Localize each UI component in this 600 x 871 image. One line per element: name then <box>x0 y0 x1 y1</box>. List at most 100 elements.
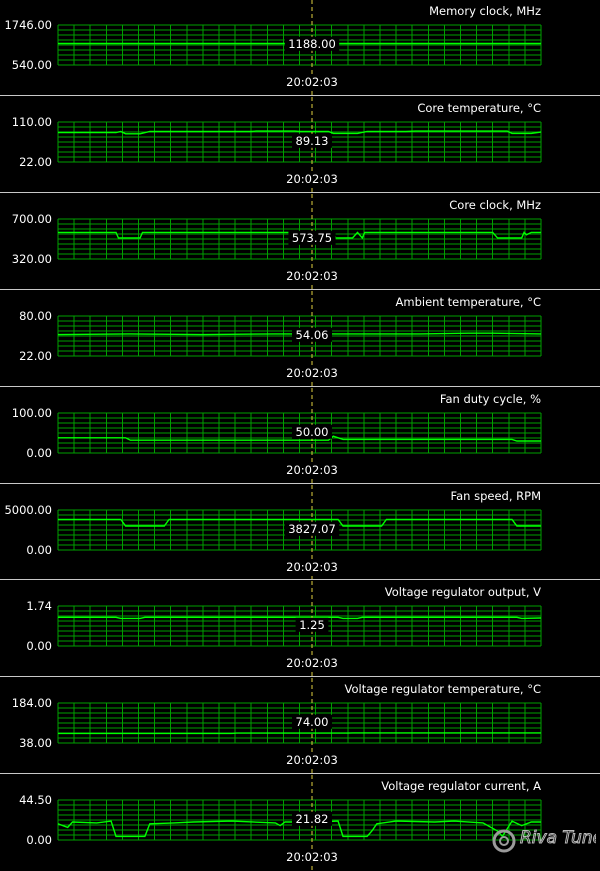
rivatuner-watermark: Riva Tuner <box>492 828 596 853</box>
graph-panel[interactable]: Voltage regulator current, A 44.50 0.00 21.… <box>0 775 600 871</box>
graph-svg: Ambient temperature, °C 80.00 22.00 54.06 20… <box>19 291 542 387</box>
y-min-tick-label: 22.00 <box>19 349 52 363</box>
y-min-tick-label: 0.00 <box>26 833 52 847</box>
y-max-tick-label: 184.00 <box>12 696 52 710</box>
cursor-value-label: 54.06 <box>296 328 329 342</box>
y-min-tick-label: 0.00 <box>26 543 52 557</box>
cursor-time-label: 20:02:03 <box>286 366 338 380</box>
cursor-value-label: 74.00 <box>296 715 329 729</box>
graph-svg: Core temperature, °C 110.00 22.00 89.13 20:0… <box>12 97 542 193</box>
graph-title: Voltage regulator output, V <box>385 585 541 599</box>
time-label-bg <box>283 172 341 186</box>
value-label-bg <box>284 36 340 51</box>
cursor-time-label: 20:02:03 <box>286 463 338 477</box>
grid <box>57 24 542 66</box>
cursor-value-label: 21.82 <box>296 812 329 826</box>
value-label-bg <box>295 617 329 632</box>
graph-title: Voltage regulator temperature, °C <box>345 682 541 696</box>
cursor-value-label: 573.75 <box>292 231 332 245</box>
cursor-time-label: 20:02:03 <box>286 656 338 670</box>
panel-separator <box>0 483 600 484</box>
graph-svg: Voltage regulator current, A 44.50 0.00 21.… <box>19 775 542 871</box>
graph-panel[interactable]: Memory clock, MHz 1746.00 540.00 1188.00 20:… <box>0 0 600 96</box>
graph-title: Voltage regulator current, A <box>381 779 541 793</box>
panel-separator <box>0 192 600 193</box>
panel-separator <box>0 579 600 580</box>
cursor-time-label: 20:02:03 <box>286 850 338 864</box>
graph-svg: Core clock, MHz 700.00 320.00 573.75 20:02:0… <box>12 194 542 290</box>
value-label-bg <box>292 327 332 342</box>
y-max-tick-label: 80.00 <box>19 309 52 323</box>
panel-separator <box>0 95 600 96</box>
graph-title: Fan speed, RPM <box>451 489 541 503</box>
graph-panel[interactable]: Voltage regulator output, V 1.74 0.00 1.25 2… <box>0 581 600 677</box>
graph-title: Memory clock, MHz <box>429 4 541 18</box>
y-min-tick-label: 22.00 <box>19 155 52 169</box>
series-line <box>58 231 541 240</box>
y-min-tick-label: 320.00 <box>12 252 52 266</box>
cursor-time-label: 20:02:03 <box>286 75 338 89</box>
graph-panel[interactable]: Ambient temperature, °C 80.00 22.00 54.06 20… <box>0 291 600 387</box>
time-label-bg <box>283 656 341 670</box>
panel-separator <box>0 676 600 677</box>
cursor-time-label: 20:02:03 <box>286 172 338 186</box>
time-label-bg <box>283 366 341 380</box>
time-label-bg <box>283 753 341 767</box>
value-label-bg <box>284 521 340 536</box>
value-label-bg <box>292 714 332 729</box>
y-min-tick-label: 38.00 <box>19 736 52 750</box>
y-max-tick-label: 5000.00 <box>4 503 52 517</box>
gear-icon <box>492 829 516 853</box>
graph-panel[interactable]: Fan duty cycle, % 100.00 0.00 50.00 20:02:03 <box>0 388 600 484</box>
watermark-text: Riva Tuner <box>520 828 596 848</box>
cursor-time-label: 20:02:03 <box>286 560 338 574</box>
time-label-bg <box>283 850 341 864</box>
graph-title: Fan duty cycle, % <box>440 392 541 406</box>
time-label-bg <box>283 463 341 477</box>
cursor-value-label: 1.25 <box>299 618 325 632</box>
panel-separator <box>0 289 600 290</box>
cursor-value-label: 50.00 <box>296 425 329 439</box>
value-label-bg <box>292 133 332 148</box>
cursor-time-label: 20:02:03 <box>286 753 338 767</box>
y-max-tick-label: 1746.00 <box>4 18 52 32</box>
y-max-tick-label: 700.00 <box>12 212 52 226</box>
y-min-tick-label: 0.00 <box>26 446 52 460</box>
value-label-bg <box>288 230 336 245</box>
cursor-value-label: 1188.00 <box>288 37 336 51</box>
y-max-tick-label: 1.74 <box>26 599 52 613</box>
graph-svg: Memory clock, MHz 1746.00 540.00 1188.00 20:… <box>4 0 542 96</box>
y-max-tick-label: 110.00 <box>12 115 52 129</box>
graph-panel[interactable]: Voltage regulator temperature, °C 184.00 3… <box>0 678 600 774</box>
cursor-value-label: 3827.07 <box>288 522 336 536</box>
series-line <box>58 616 542 620</box>
graph-title: Ambient temperature, °C <box>396 295 541 309</box>
panel-separator <box>0 386 600 387</box>
graph-panel[interactable]: Core clock, MHz 700.00 320.00 573.75 20:02:0… <box>0 194 600 290</box>
graph-svg: Voltage regulator temperature, °C 184.00 3… <box>12 678 542 774</box>
cursor-time-label: 20:02:03 <box>286 269 338 283</box>
time-label-bg <box>283 560 341 574</box>
graph-svg: Fan duty cycle, % 100.00 0.00 50.00 20:02:03 <box>12 388 542 484</box>
value-label-bg <box>292 424 332 439</box>
grid <box>57 412 542 454</box>
graph-title: Core clock, MHz <box>449 198 541 212</box>
series-line <box>57 332 542 336</box>
panel-separator <box>0 773 600 774</box>
time-label-bg <box>283 269 341 283</box>
value-label-bg <box>292 811 332 826</box>
time-label-bg <box>283 75 341 89</box>
graph-svg: Voltage regulator output, V 1.74 0.00 1.25 2… <box>26 581 542 677</box>
series-line <box>58 130 542 135</box>
y-max-tick-label: 44.50 <box>19 793 52 807</box>
grid <box>57 315 542 357</box>
cursor-value-label: 89.13 <box>296 134 329 148</box>
graph-title: Core temperature, °C <box>417 101 541 115</box>
graph-svg: Fan speed, RPM 5000.00 0.00 3827.07 20:02:03 <box>4 485 542 581</box>
graph-panel[interactable]: Fan speed, RPM 5000.00 0.00 3827.07 20:02:03 <box>0 485 600 581</box>
graph-panel[interactable]: Core temperature, °C 110.00 22.00 89.13 20:0… <box>0 97 600 193</box>
series-line <box>58 435 541 442</box>
series-line <box>58 732 541 735</box>
y-max-tick-label: 100.00 <box>12 406 52 420</box>
